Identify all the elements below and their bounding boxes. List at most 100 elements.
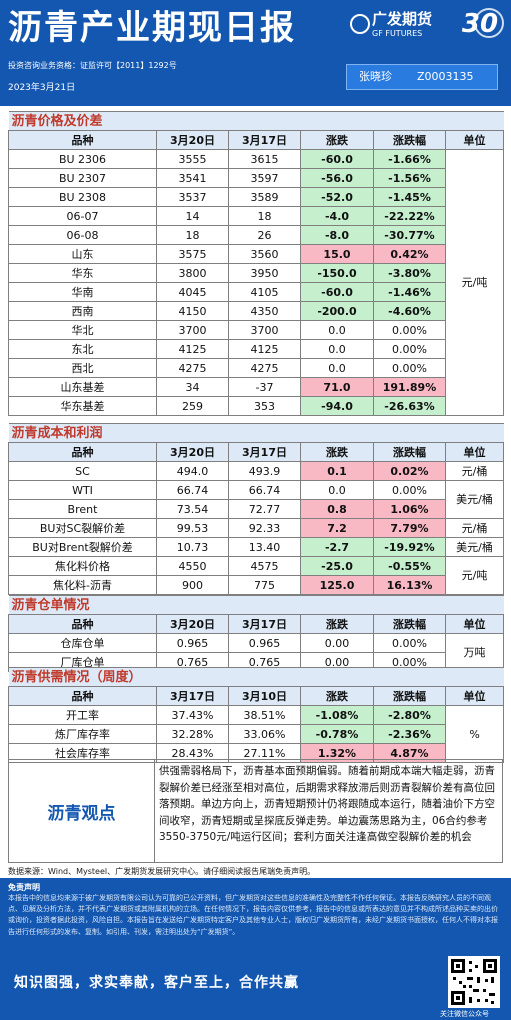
table-cell: 3615 xyxy=(228,149,301,169)
table-cell: 0.00% xyxy=(373,633,446,653)
col-date2: 3月17日 xyxy=(228,442,301,462)
table-row: 西北 4275 4275 0.0 0.00% xyxy=(8,358,504,378)
table-cell: 焦化料-沥青 xyxy=(8,575,157,595)
table-cell: BU 2307 xyxy=(8,168,157,188)
table-row: 焦化料价格 4550 4575 -25.0 -0.55% 元/吨 xyxy=(8,556,505,595)
table-cell: 3555 xyxy=(156,149,229,169)
unit-cell: 美元/桶 xyxy=(444,480,505,519)
table-row: BU 2307 3541 3597 -56.0 -1.56% xyxy=(8,168,504,188)
col-name: 品种 xyxy=(8,614,157,634)
qr-code-icon[interactable] xyxy=(448,956,500,1008)
table-cell: 西北 xyxy=(8,358,157,378)
table-cell: -1.66% xyxy=(373,149,446,169)
table-cell: -150.0 xyxy=(300,263,374,283)
warehouse-table: 沥青仓单情况 品种 3月20日 3月17日 涨跌 涨跌幅 单位 仓库仓单 0.96… xyxy=(8,595,505,672)
col-unit: 单位 xyxy=(444,130,505,150)
table-row: 开工率 37.43% 38.51% -1.08% -2.80%% xyxy=(8,705,505,763)
table-row: 06-07 14 18 -4.0 -22.22% xyxy=(8,206,504,226)
unit-cell: 元/桶 xyxy=(444,461,505,481)
price-table: 沥青价格及价差 品种 3月20日 3月17日 涨跌 涨跌幅 单位 BU 2306… xyxy=(8,111,505,416)
table-cell: 32.28% xyxy=(156,724,229,744)
table-cell: 0.0 xyxy=(300,358,374,378)
qr-caption: 关注微信公众号 xyxy=(440,1010,489,1018)
license-text: 投资咨询业务资格：证监许可【2011】1292号 xyxy=(8,61,177,70)
table-cell: 900 xyxy=(156,575,229,595)
table-cell: 3950 xyxy=(228,263,301,283)
table-cell: -22.22% xyxy=(373,206,446,226)
unit-cell: 万吨 xyxy=(444,633,505,672)
table-cell: BU 2306 xyxy=(8,149,157,169)
col-date1: 3月20日 xyxy=(156,130,229,150)
col-name: 品种 xyxy=(8,442,157,462)
col-change: 涨跌 xyxy=(300,442,374,462)
table-cell: 4125 xyxy=(228,339,301,359)
table-cell: 3700 xyxy=(156,320,229,340)
table-row: BU 2308 3537 3589 -52.0 -1.45% xyxy=(8,187,504,207)
logo-mark-icon xyxy=(350,14,370,34)
table-cell: 353 xyxy=(228,396,301,416)
table-cell: BU 2308 xyxy=(8,187,157,207)
table-cell: -0.55% xyxy=(373,556,446,576)
table-cell: 0.00% xyxy=(373,358,446,378)
table-cell: 华南 xyxy=(8,282,157,302)
table-cell: 4.87% xyxy=(373,743,446,763)
col-date1: 3月20日 xyxy=(156,614,229,634)
table-cell: 炼厂库存率 xyxy=(8,724,157,744)
table-cell: -8.0 xyxy=(300,225,374,245)
col-pct: 涨跌幅 xyxy=(373,686,446,706)
table-cell: -19.92% xyxy=(373,537,446,557)
table-cell: 4275 xyxy=(228,358,301,378)
section-title: 沥青供需情况（周度） xyxy=(8,667,504,687)
table-cell: -52.0 xyxy=(300,187,374,207)
table-cell: 0.02% xyxy=(373,461,446,481)
section-title: 沥青成本和利润 xyxy=(8,423,504,443)
table-cell: 37.43% xyxy=(156,705,229,725)
table-row: WTI 66.74 66.74 0.0 0.00% 美元/桶 xyxy=(8,480,505,519)
table-cell: 0.0 xyxy=(300,320,374,340)
table-cell: BU对Brent裂解价差 xyxy=(8,537,157,557)
table-cell: 0.42% xyxy=(373,244,446,264)
table-cell: 66.74 xyxy=(228,480,301,500)
unit-cell: 元/吨 xyxy=(444,556,505,595)
table-cell: 99.53 xyxy=(156,518,229,538)
table-cell: -26.63% xyxy=(373,396,446,416)
table-row: 西南 4150 4350 -200.0 -4.60% xyxy=(8,301,504,321)
table-cell: 7.2 xyxy=(300,518,374,538)
table-cell: 4045 xyxy=(156,282,229,302)
table-cell: 4350 xyxy=(228,301,301,321)
table-cell: 27.11% xyxy=(228,743,301,763)
table-cell: 16.13% xyxy=(373,575,446,595)
logo-en: GF FUTURES xyxy=(372,29,423,38)
table-cell: 焦化料价格 xyxy=(8,556,157,576)
table-cell: 仓库仓单 xyxy=(8,633,157,653)
table-cell: 开工率 xyxy=(8,705,157,725)
report-date: 2023年3月21日 xyxy=(8,83,76,93)
col-date2: 3月17日 xyxy=(228,130,301,150)
table-cell: 18 xyxy=(156,225,229,245)
analyst-name: 张晓珍 xyxy=(359,70,392,83)
table-cell: 东北 xyxy=(8,339,157,359)
unit-cell: % xyxy=(444,705,505,763)
col-change: 涨跌 xyxy=(300,686,374,706)
table-cell: 06-07 xyxy=(8,206,157,226)
disclaimer-title: 免责声明 xyxy=(8,883,40,892)
table-cell: 28.43% xyxy=(156,743,229,763)
table-cell: 493.9 xyxy=(228,461,301,481)
section-title: 沥青价格及价差 xyxy=(8,111,504,131)
table-cell: 66.74 xyxy=(156,480,229,500)
table-row: 华北 3700 3700 0.0 0.00% xyxy=(8,320,504,340)
table-row: 仓库仓单 0.965 0.965 0.00 0.00% 万吨 xyxy=(8,633,505,672)
col-date1: 3月17日 xyxy=(156,686,229,706)
table-cell: 72.77 xyxy=(228,499,301,519)
table-cell: Brent xyxy=(8,499,157,519)
table-cell: 0.00% xyxy=(373,339,446,359)
table-cell: 4105 xyxy=(228,282,301,302)
table-cell: 4550 xyxy=(156,556,229,576)
table-cell: 0.00% xyxy=(373,480,446,500)
table-row: Brent 73.54 72.77 0.8 1.06% xyxy=(8,499,504,519)
table-cell: 西南 xyxy=(8,301,157,321)
table-cell: 山东基差 xyxy=(8,377,157,397)
table-cell: 15.0 xyxy=(300,244,374,264)
anniversary-badge: 30 xyxy=(456,6,504,42)
table-cell: -30.77% xyxy=(373,225,446,245)
